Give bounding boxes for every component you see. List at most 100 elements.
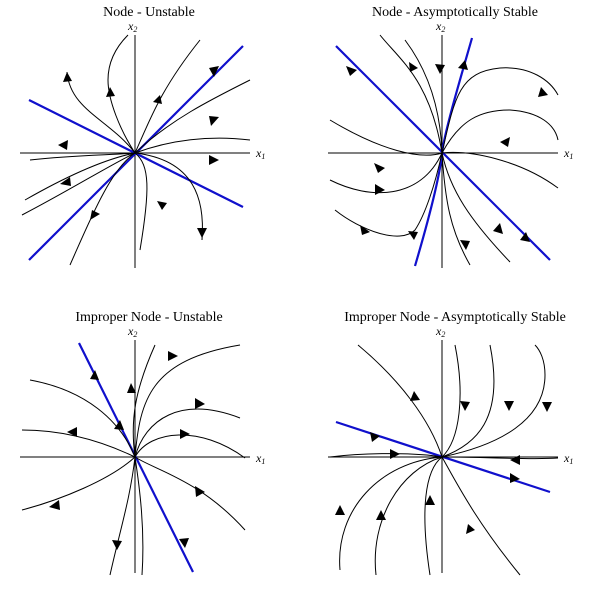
trajectory (441, 67, 559, 154)
trajectory (29, 152, 136, 161)
y-axis-label-3: x2 (128, 324, 138, 339)
arrow-head (410, 391, 420, 401)
y-axis-label-1: x2 (128, 19, 138, 34)
arrow-head (90, 210, 100, 220)
arrow-head (435, 64, 445, 74)
x-axis-label-2: x1 (564, 146, 574, 161)
arrow-head (58, 140, 68, 150)
trajectory (404, 39, 443, 154)
y-axis-label-2: x2 (436, 19, 446, 34)
panel-node-stable (328, 34, 559, 268)
trajectory (134, 408, 241, 458)
panel-title-improper-stable: Improper Node - Asymptotically Stable (344, 310, 566, 325)
arrow-head (114, 420, 124, 430)
arrow-head (374, 163, 385, 173)
panel-improper-stable (328, 340, 559, 576)
arrow-head (179, 538, 189, 548)
trajectory (134, 344, 241, 458)
trajectory (357, 344, 443, 458)
trajectory (379, 34, 443, 154)
arrow-head (538, 87, 548, 97)
trajectory (132, 344, 156, 458)
trajectory (134, 79, 251, 154)
trajectory (329, 152, 443, 194)
y-axis-label-4: x2 (436, 324, 446, 339)
arrow-head (112, 540, 122, 550)
panel-title-node-stable: Node - Asymptotically Stable (371, 5, 539, 20)
trajectory (441, 344, 546, 458)
arrow-head (360, 225, 370, 235)
trajectory (134, 39, 201, 154)
arrow-head (375, 184, 385, 195)
arrow-head (209, 66, 219, 77)
trajectory (134, 456, 246, 531)
trajectory (107, 34, 136, 154)
trajectory (441, 344, 461, 458)
arrowheads-1 (58, 66, 219, 238)
arrow-head (510, 473, 520, 483)
trajectory (109, 456, 136, 576)
trajectory (441, 456, 559, 460)
arrow-head (460, 240, 470, 250)
arrow-head (542, 402, 552, 412)
arrow-head (195, 398, 205, 409)
trajectory (21, 456, 136, 511)
arrow-head (425, 495, 435, 505)
trajectory (441, 456, 521, 576)
arrow-head (197, 228, 207, 238)
arrow-head (49, 500, 60, 510)
x-axis-label-4: x1 (564, 451, 574, 466)
arrowheads-4 (335, 391, 552, 534)
arrowheads-2 (346, 60, 548, 250)
arrow-head (157, 201, 167, 210)
arrow-head (460, 401, 470, 411)
trajectory (21, 429, 136, 458)
trajectory (134, 456, 144, 576)
trajectory (69, 152, 136, 266)
trajectory (329, 119, 443, 156)
trajectory (329, 453, 443, 458)
trajectory (441, 152, 511, 263)
trajectory (24, 152, 136, 201)
arrow-head (493, 223, 503, 234)
arrow-head (520, 232, 530, 242)
arrow-head (127, 383, 136, 393)
arrow-head (466, 524, 475, 534)
arrow-head (209, 155, 219, 165)
arrow-head (376, 510, 386, 520)
arrow-head (60, 177, 71, 186)
arrow-head (209, 116, 219, 126)
trajectory (424, 456, 443, 576)
trajectory (134, 152, 203, 241)
trajectory (134, 152, 148, 251)
trajectory (441, 344, 495, 458)
arrow-head (335, 505, 345, 515)
panel-node-unstable (20, 34, 251, 268)
arrow-head (510, 455, 520, 465)
arrow-head (90, 370, 99, 380)
arrow-head (195, 486, 205, 497)
arrow-head (408, 231, 418, 240)
arrow-head (458, 60, 468, 70)
trajectory (441, 109, 559, 154)
trajectory (134, 137, 251, 154)
trajectory (66, 71, 136, 154)
trajectory (441, 152, 559, 189)
trajectory (134, 434, 246, 459)
arrowheads-3 (49, 351, 205, 550)
panel-title-node-unstable: Node - Unstable (103, 5, 195, 20)
trajectory (21, 152, 136, 216)
x-axis-label-3: x1 (256, 451, 266, 466)
trajectory (374, 456, 443, 576)
arrow-head (390, 449, 400, 459)
arrow-head (504, 401, 514, 411)
trajectory (441, 152, 471, 266)
arrow-head (180, 429, 190, 439)
arrow-head (153, 95, 162, 104)
arrow-head (500, 137, 510, 147)
arrow-head (63, 72, 72, 82)
panel-improper-unstable (20, 340, 250, 576)
x-axis-label-1: x1 (256, 146, 266, 161)
